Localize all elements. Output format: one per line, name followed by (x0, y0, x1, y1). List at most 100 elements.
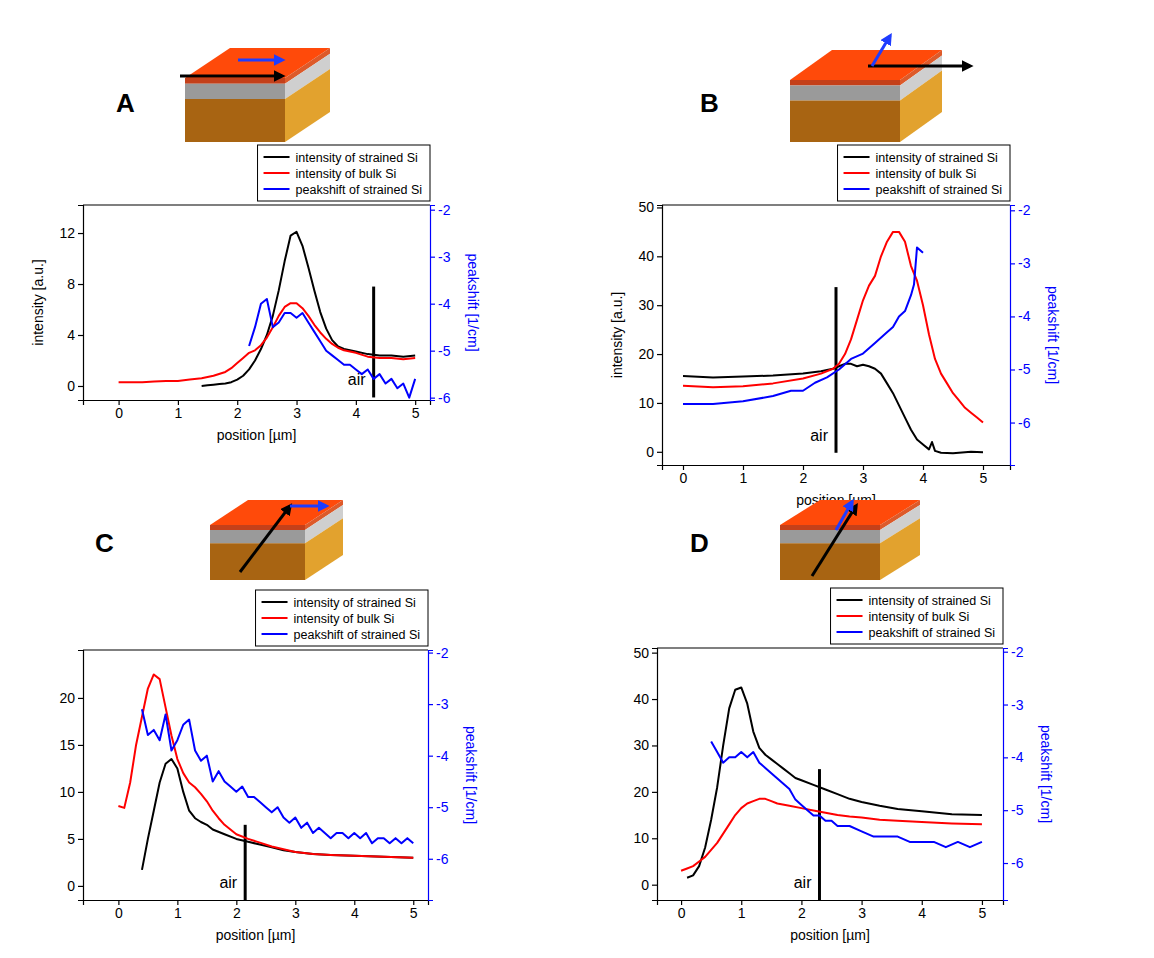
axis: 012345 (658, 900, 1004, 921)
tick-mark (78, 698, 83, 699)
tick-label: 50 (638, 199, 654, 215)
legend-swatch (262, 617, 288, 619)
plot-frame (657, 647, 1003, 648)
plot-area (681, 687, 982, 900)
annotation: air (794, 874, 812, 891)
axis-line (429, 651, 434, 901)
axis-line (663, 466, 1011, 471)
tick-mark (1003, 757, 1008, 758)
tick: 0 (67, 878, 83, 894)
legend-swatch (262, 601, 288, 603)
tick-label: 4 (351, 905, 359, 921)
tick-mark (430, 304, 435, 305)
series-line (683, 364, 983, 453)
tick-label: -3 (1011, 697, 1024, 713)
axis-line (78, 206, 84, 401)
tick-mark (430, 257, 435, 258)
axis: -6-5-4-3-2 (430, 202, 451, 406)
series-line (683, 247, 923, 404)
tick: 3 (292, 900, 300, 921)
tick: 20 (633, 784, 657, 800)
tick: 1 (738, 900, 746, 921)
tick: -2 (428, 645, 449, 661)
tick-label: 2 (234, 405, 242, 421)
tick-label: 20 (633, 784, 649, 800)
tick-mark (652, 885, 657, 886)
arrow (812, 506, 856, 576)
tick: 5 (410, 900, 418, 921)
tick-label: 2 (800, 470, 808, 486)
tick-label: 5 (979, 905, 987, 921)
axis: 04812 (59, 206, 83, 401)
tick: -3 (1010, 255, 1031, 271)
tick-label: 0 (641, 877, 649, 893)
tick: 1 (175, 400, 183, 421)
sample-icon (790, 36, 970, 142)
tick: -2 (1003, 644, 1024, 660)
tick-label: 1 (740, 470, 748, 486)
tick-mark (657, 354, 662, 355)
legend: intensity of strained Siintensity of bul… (258, 145, 430, 201)
tick-label: 12 (59, 225, 75, 241)
marker-line (372, 287, 375, 398)
tick-label: -6 (438, 390, 451, 406)
tick: -4 (1003, 749, 1024, 765)
tick: 20 (638, 346, 662, 362)
legend-swatch (264, 156, 290, 158)
tick: -4 (1010, 308, 1031, 324)
legend-swatch (837, 599, 863, 601)
tick-mark (430, 210, 435, 211)
axis-title: peakshift [1/cm] (1038, 725, 1054, 823)
tick: 10 (59, 784, 83, 800)
legend-swatch (262, 633, 288, 635)
tick-label: 30 (638, 297, 654, 313)
legend-label: peakshift of strained Si (294, 628, 420, 642)
tick-mark (78, 886, 83, 887)
tick: -4 (430, 296, 451, 312)
tick: 8 (67, 276, 83, 292)
tick-label: -2 (436, 645, 449, 661)
tick-label: 4 (920, 470, 928, 486)
tick: 3 (860, 465, 868, 486)
axis-line (84, 901, 429, 906)
panel-letter: A (116, 88, 135, 118)
tick-label: 5 (410, 905, 418, 921)
annotation: air (810, 427, 828, 444)
sample-icon (210, 500, 343, 580)
tick-mark (1003, 810, 1008, 811)
legend-box (831, 588, 1003, 644)
axis-line (78, 651, 84, 901)
series-line (687, 687, 982, 877)
axis: -6-5-4-3-2 (428, 645, 449, 901)
axis-title: position [µm] (790, 927, 870, 943)
series-line (202, 232, 416, 386)
tick-label: 3 (292, 905, 300, 921)
icon-face (790, 86, 900, 101)
plot-frame (83, 649, 428, 650)
tick-label: -6 (1011, 855, 1024, 871)
legend-swatch (844, 188, 870, 190)
tick-label: -4 (1018, 308, 1031, 324)
icon-face (185, 99, 285, 142)
tick-label: 4 (67, 327, 75, 343)
legend-label: intensity of bulk Si (869, 610, 970, 624)
tick-mark (428, 859, 433, 860)
tick-mark (428, 652, 433, 653)
tick-mark (657, 207, 662, 208)
tick-label: 0 (115, 405, 123, 421)
tick-label: -5 (436, 799, 449, 815)
tick: 2 (798, 900, 806, 921)
icon-face (780, 525, 880, 530)
axis: -6-5-4-3-2 (1003, 644, 1024, 901)
icon-face (900, 70, 942, 142)
tick-label: -2 (1011, 644, 1024, 660)
annotation: air (348, 371, 366, 388)
tick-mark (78, 745, 83, 746)
tick-label: -2 (438, 202, 451, 218)
tick: 5 (980, 465, 988, 486)
tick: 20 (59, 690, 83, 706)
tick: -3 (430, 249, 451, 265)
axis-title: peakshift [1/cm] (1045, 286, 1061, 384)
series-line (711, 742, 982, 848)
panel: C01234505101520-6-5-4-3-2position [µm]pe… (59, 500, 479, 943)
